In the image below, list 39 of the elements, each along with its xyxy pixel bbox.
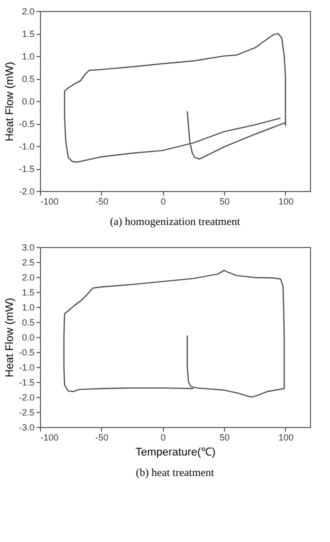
y-tick-label: 1.0 — [22, 52, 34, 62]
y-axis-title: Heat Flow (mW) — [4, 298, 16, 378]
x-tick-label: 50 — [220, 432, 230, 442]
y-tick-label: 0.0 — [22, 332, 34, 342]
y-tick-label: 0.5 — [22, 318, 34, 328]
y-tick-label: -1.5 — [18, 164, 34, 174]
y-axis-title: Heat Flow (mW) — [4, 62, 16, 142]
y-tick-label: -1.0 — [18, 142, 34, 152]
text: (b) heat treatment — [136, 467, 214, 479]
x-tick-label: -100 — [40, 196, 59, 206]
y-tick-label: -2.5 — [18, 408, 34, 418]
x-tick-label: -50 — [95, 196, 108, 206]
x-axis-title: Temperature(℃) — [135, 446, 216, 458]
y-tick-label: 0.0 — [22, 96, 34, 106]
text: (a) homogenization treatment — [110, 216, 240, 228]
y-tick-label: 0.5 — [22, 74, 34, 84]
line-series — [64, 32, 286, 163]
y-tick-label: -3.0 — [18, 422, 34, 432]
y-tick-label: 3.0 — [22, 242, 34, 252]
x-tick-label: 100 — [278, 432, 294, 442]
y-tick-label: 1.5 — [22, 29, 34, 39]
x-tick-label: 100 — [278, 196, 294, 206]
y-tick-label: -1.0 — [18, 362, 34, 372]
y-tick-label: 2.0 — [22, 272, 34, 282]
x-tick-label: -50 — [95, 432, 108, 442]
y-tick-label: -2.0 — [18, 186, 34, 196]
y-tick-label: -1.5 — [18, 378, 34, 388]
line-series — [63, 270, 285, 398]
y-tick-label: 1.0 — [22, 302, 34, 312]
y-tick-label: 2.0 — [22, 6, 34, 16]
y-tick-label: -0.5 — [18, 119, 34, 129]
x-tick-label: 0 — [160, 196, 166, 206]
y-tick-label: -2.0 — [18, 392, 34, 402]
x-tick-label: 50 — [220, 196, 230, 206]
y-tick-label: -0.5 — [18, 348, 34, 358]
y-tick-label: 2.5 — [22, 258, 34, 268]
x-tick-label: -100 — [40, 432, 59, 442]
x-tick-label: 0 — [160, 432, 166, 442]
y-tick-label: 1.5 — [22, 288, 34, 298]
